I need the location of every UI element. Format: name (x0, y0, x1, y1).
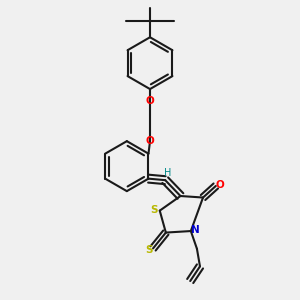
Text: H: H (164, 169, 171, 178)
Text: O: O (146, 96, 154, 106)
Text: S: S (146, 245, 153, 255)
Text: S: S (151, 205, 158, 215)
Text: O: O (146, 136, 154, 146)
Text: N: N (191, 225, 200, 235)
Text: O: O (215, 180, 224, 190)
